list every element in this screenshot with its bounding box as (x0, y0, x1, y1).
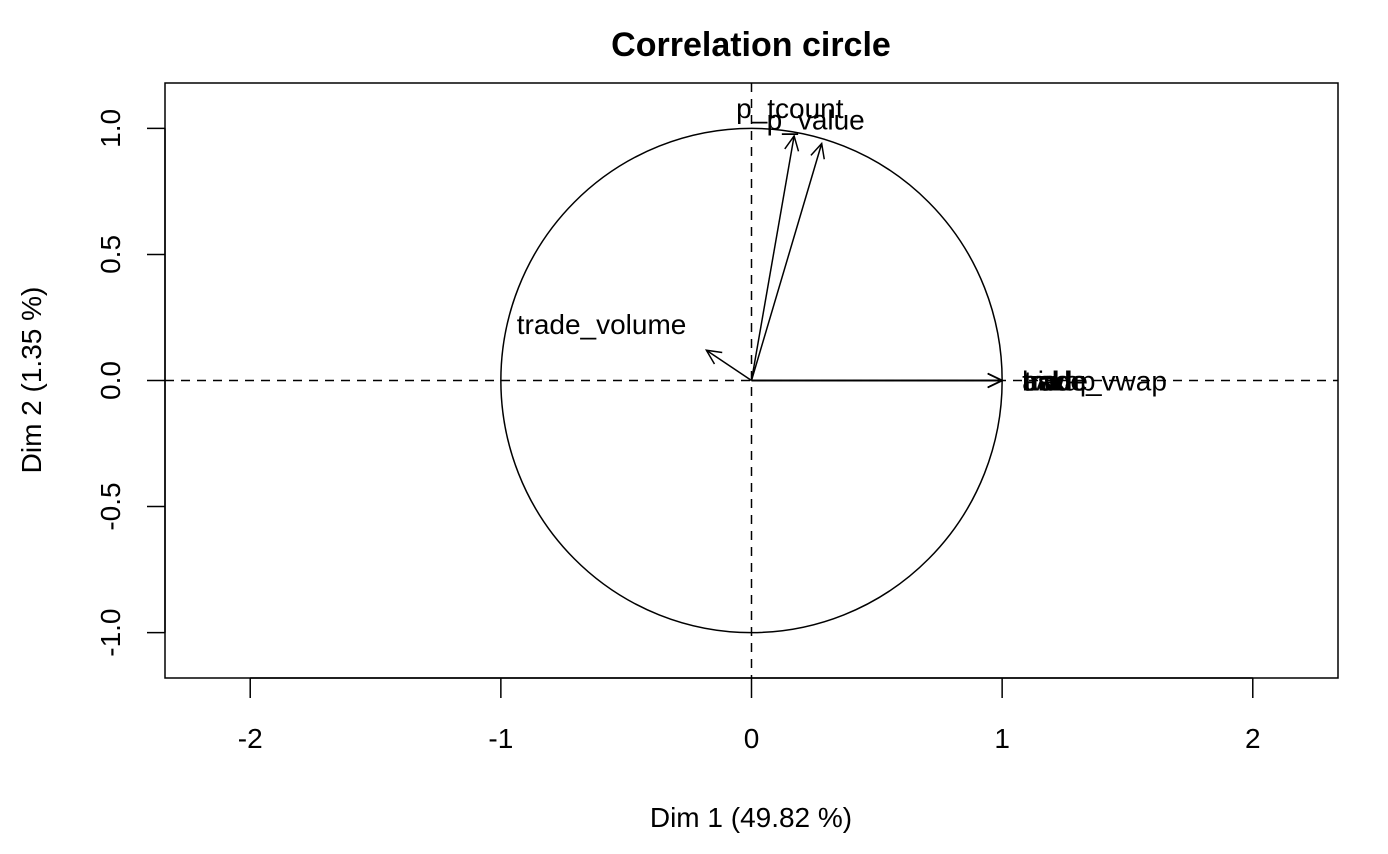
x-tick-label: 1 (994, 723, 1010, 754)
x-tick-label: -1 (488, 723, 513, 754)
y-tick-label: -0.5 (95, 482, 126, 530)
y-axis: -1.0 -0.5 0.0 0.5 1.0 (95, 109, 166, 657)
arrowhead-p_value (810, 141, 826, 160)
y-axis-label: Dim 2 (1.35 %) (16, 287, 47, 474)
label-bid: bid (1022, 366, 1059, 397)
label-trade_vwap: trade_vwap (1022, 366, 1167, 397)
arrow-trade_volume (705, 349, 752, 382)
y-tick-label: 0.5 (95, 235, 126, 274)
y-tick-label: -1.0 (95, 608, 126, 656)
x-tick-label: 2 (1245, 723, 1261, 754)
arrowhead-p_tcount (784, 134, 800, 152)
arrow-p_value (750, 143, 823, 381)
x-axis: -2 -1 0 1 2 (238, 677, 1261, 754)
x-tick-label: 0 (744, 723, 760, 754)
arrowhead-trade_volume (704, 349, 723, 365)
x-axis-label: Dim 1 (49.82 %) (650, 802, 852, 833)
y-tick-label: 1.0 (95, 109, 126, 148)
label-p_tcount: p_tcount (736, 93, 844, 124)
chart-title: Correlation circle (611, 26, 891, 64)
x-tick-label: -2 (238, 723, 263, 754)
arrow-p_tcount (750, 135, 795, 381)
arrowhead-trade_vwap (987, 372, 1004, 389)
y-tick-label: 0.0 (95, 361, 126, 400)
label-p_value: p_value (767, 105, 865, 136)
label-trade_volume: trade_volume (517, 309, 687, 340)
label-trade: trade (1024, 366, 1088, 397)
label-ask: ask (1022, 366, 1067, 397)
label-vwap: vwap (1030, 366, 1095, 397)
